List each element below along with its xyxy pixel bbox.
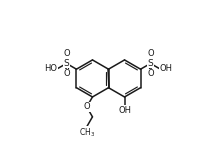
- Text: O: O: [147, 49, 154, 58]
- Text: O: O: [83, 102, 90, 111]
- Text: O: O: [63, 69, 70, 78]
- Text: CH$_3$: CH$_3$: [79, 127, 95, 139]
- Text: O: O: [63, 49, 70, 58]
- Text: O: O: [147, 69, 154, 78]
- Text: S: S: [148, 59, 153, 68]
- Text: OH: OH: [118, 106, 131, 115]
- Text: S: S: [64, 59, 69, 68]
- Text: HO: HO: [44, 64, 58, 73]
- Text: OH: OH: [159, 64, 173, 73]
